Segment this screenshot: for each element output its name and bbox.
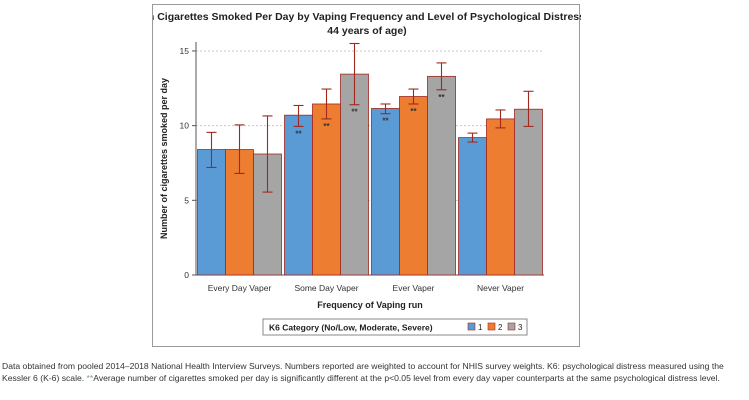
bar: [514, 108, 543, 276]
x-tick-label: Ever Vaper: [393, 283, 435, 293]
footnote: Data obtained from pooled 2014–2018 Nati…: [2, 360, 747, 384]
bar: [486, 118, 515, 276]
bar: [427, 75, 456, 276]
y-axis-label: Number of cigarettes smoked per day: [159, 78, 169, 239]
significance-marker: **: [410, 107, 417, 116]
significance-marker: **: [438, 93, 445, 102]
legend-title: K6 Category (No/Low, Moderate, Severe): [269, 323, 433, 333]
significance-marker: **: [351, 108, 358, 117]
chart-frame: Mean Cigarettes Smoked Per Day by Vaping…: [152, 4, 581, 347]
legend-swatch: [487, 322, 496, 331]
bar: [458, 137, 487, 276]
legend-label: 2: [498, 323, 503, 332]
chart-title-line: 44 years of age): [327, 25, 406, 37]
significance-marker: **: [323, 122, 330, 131]
significance-marker: **: [295, 129, 302, 138]
y-tick-label: 5: [184, 195, 189, 205]
x-tick-label: Some Day Vaper: [294, 283, 358, 293]
bar-chart: Mean Cigarettes Smoked Per Day by Vaping…: [153, 11, 581, 336]
legend-label: 3: [518, 323, 523, 332]
y-tick-label: 0: [184, 270, 189, 280]
bar: [371, 108, 400, 276]
chart-title-line: Mean Cigarettes Smoked Per Day by Vaping…: [153, 11, 581, 23]
bar: [399, 96, 428, 276]
x-tick-label: Never Vaper: [477, 283, 524, 293]
bar: [197, 149, 226, 276]
footnote-significance-marker: **: [86, 373, 94, 383]
legend-swatch: [467, 322, 476, 331]
x-axis-label: Frequency of Vaping run: [317, 300, 423, 310]
y-tick-label: 15: [180, 46, 190, 56]
y-tick-label: 10: [180, 121, 190, 131]
legend-label: 1: [478, 323, 483, 332]
bar: [284, 114, 313, 276]
x-tick-label: Every Day Vaper: [208, 283, 272, 293]
legend-box: [262, 318, 528, 336]
significance-marker: **: [382, 117, 389, 126]
legend-swatch: [507, 322, 516, 331]
footnote-text-1: Data obtained from pooled 2014–2018 Nati…: [2, 361, 724, 383]
footnote-text-2: Average number of cigarettes smoked per …: [93, 373, 720, 383]
